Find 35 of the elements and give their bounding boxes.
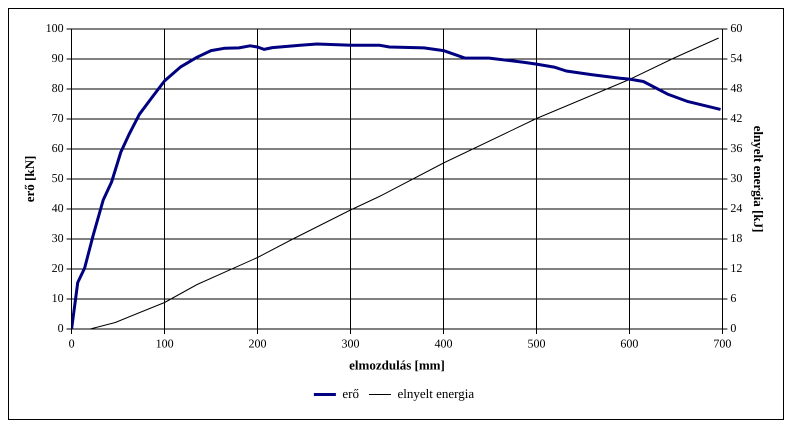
y2-tick-label: 0 [730, 321, 736, 336]
x-tick-label: 700 [713, 336, 732, 350]
x-tick-label: 100 [156, 336, 174, 350]
y2-tick-label: 6 [730, 291, 736, 306]
y2-axis-title: elnyelt energia [kJ] [750, 126, 766, 232]
x-tick-label: 500 [527, 336, 546, 350]
legend-label: erő [342, 386, 359, 401]
y2-tick-label: 42 [730, 111, 742, 126]
legend-label: elnyelt energia [397, 386, 474, 401]
y2-tick-label: 24 [730, 201, 742, 216]
x-tick-label: 0 [68, 336, 75, 350]
y-tick-label: 90 [52, 51, 64, 66]
y2-tick-label: 18 [730, 231, 742, 246]
x-tick-label: 300 [342, 336, 360, 350]
y-tick-label: 30 [52, 231, 64, 246]
x-tick-label: 400 [434, 336, 452, 350]
x-tick-label: 200 [248, 336, 267, 350]
y2-tick-label: 54 [730, 51, 742, 66]
y2-tick-label: 48 [730, 81, 742, 96]
y-tick-label: 0 [58, 321, 64, 336]
y2-tick-label: 30 [730, 171, 742, 186]
y-axis-title: erő [kN] [22, 156, 38, 202]
x-axis-title: elmozdulás [mm] [349, 358, 445, 373]
y2-tick-label: 12 [730, 261, 742, 276]
y-tick-label: 80 [52, 81, 64, 96]
y-tick-label: 20 [52, 261, 64, 276]
y-tick-label: 50 [52, 171, 64, 186]
x-tick-label: 600 [620, 336, 638, 350]
y-tick-label: 60 [52, 141, 64, 156]
y-tick-label: 70 [52, 111, 64, 126]
y-tick-label: 100 [46, 21, 64, 36]
y-tick-label: 10 [52, 291, 64, 306]
y2-tick-label: 36 [730, 141, 742, 156]
y-tick-label: 40 [52, 201, 64, 216]
y2-tick-label: 60 [730, 21, 742, 36]
